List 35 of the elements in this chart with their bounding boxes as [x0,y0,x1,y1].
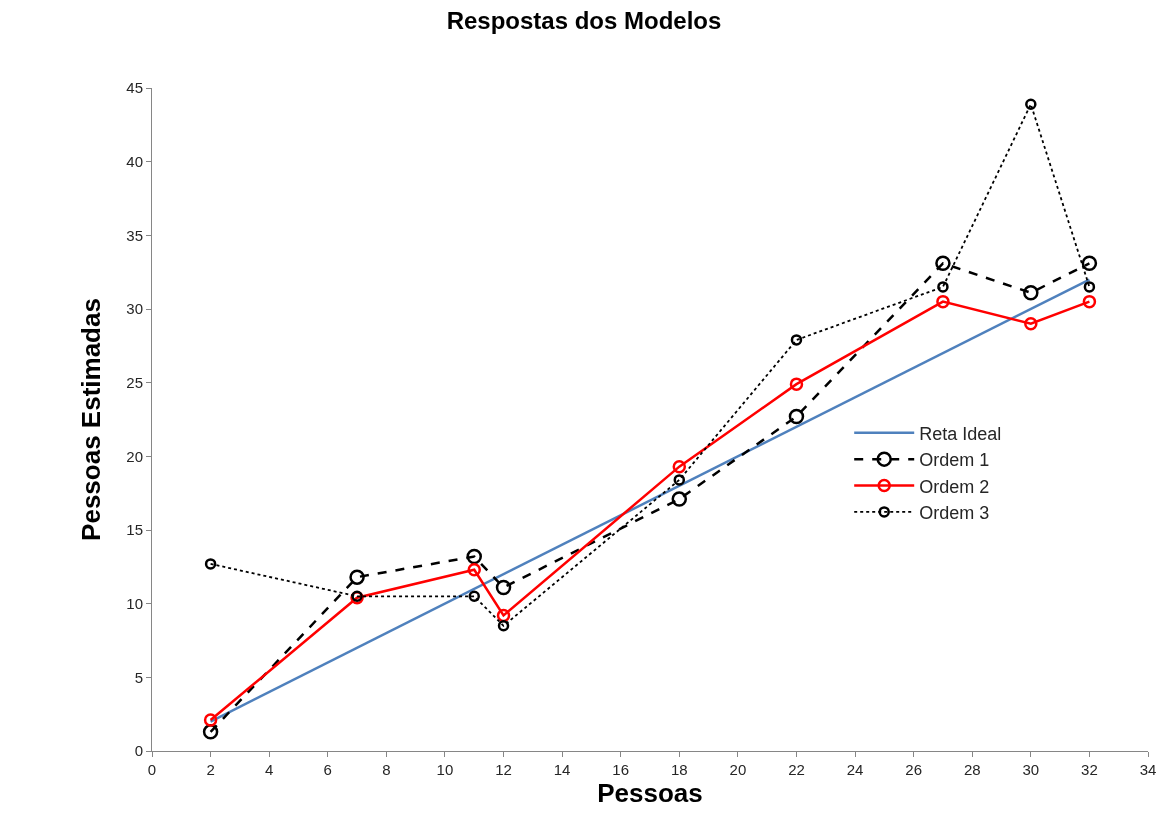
y-tick-label: 20 [126,447,143,465]
x-tick-label: 4 [265,761,274,778]
x-tick-label: 14 [553,761,571,778]
x-tick-label: 0 [147,761,157,778]
legend-label: Reta Ideal [919,423,1002,444]
y-tick-label: 10 [126,594,143,612]
x-tick-label: 20 [729,761,747,778]
legend-label: Ordem 1 [919,450,990,471]
x-axis-title: Pessoas [597,778,703,808]
x-tick-label: 30 [1022,761,1040,778]
y-tick-label: 0 [134,742,143,760]
x-tick-label: 34 [1139,761,1157,778]
legend-label: Ordem 2 [919,476,990,497]
x-tick-label: 32 [1081,761,1098,778]
y-tick-label: 25 [126,373,143,391]
x-tick-label: 18 [670,761,688,778]
chart-title: Respostas dos Modelos [446,7,722,35]
x-tick-label: 22 [788,761,805,778]
x-tick-label: 26 [905,761,922,778]
x-tick-label: 28 [963,761,981,778]
x-tick-label: 2 [206,761,215,778]
x-tick-label: 12 [495,761,512,778]
y-tick-label: 40 [126,152,143,170]
x-tick-label: 24 [846,761,864,778]
y-tick-label: 45 [126,79,143,97]
y-tick-label: 5 [134,668,143,686]
y-tick-label: 35 [126,226,143,244]
x-tick-label: 10 [436,761,454,778]
y-tick-label: 15 [126,521,143,539]
x-tick-label: 6 [323,761,332,778]
y-axis-title: Pessoas Estimadas [75,298,106,541]
x-tick-label: 8 [382,761,391,778]
x-tick-label: 16 [612,761,630,778]
y-tick-label: 30 [126,300,143,318]
legend-label: Ordem 3 [919,502,990,523]
